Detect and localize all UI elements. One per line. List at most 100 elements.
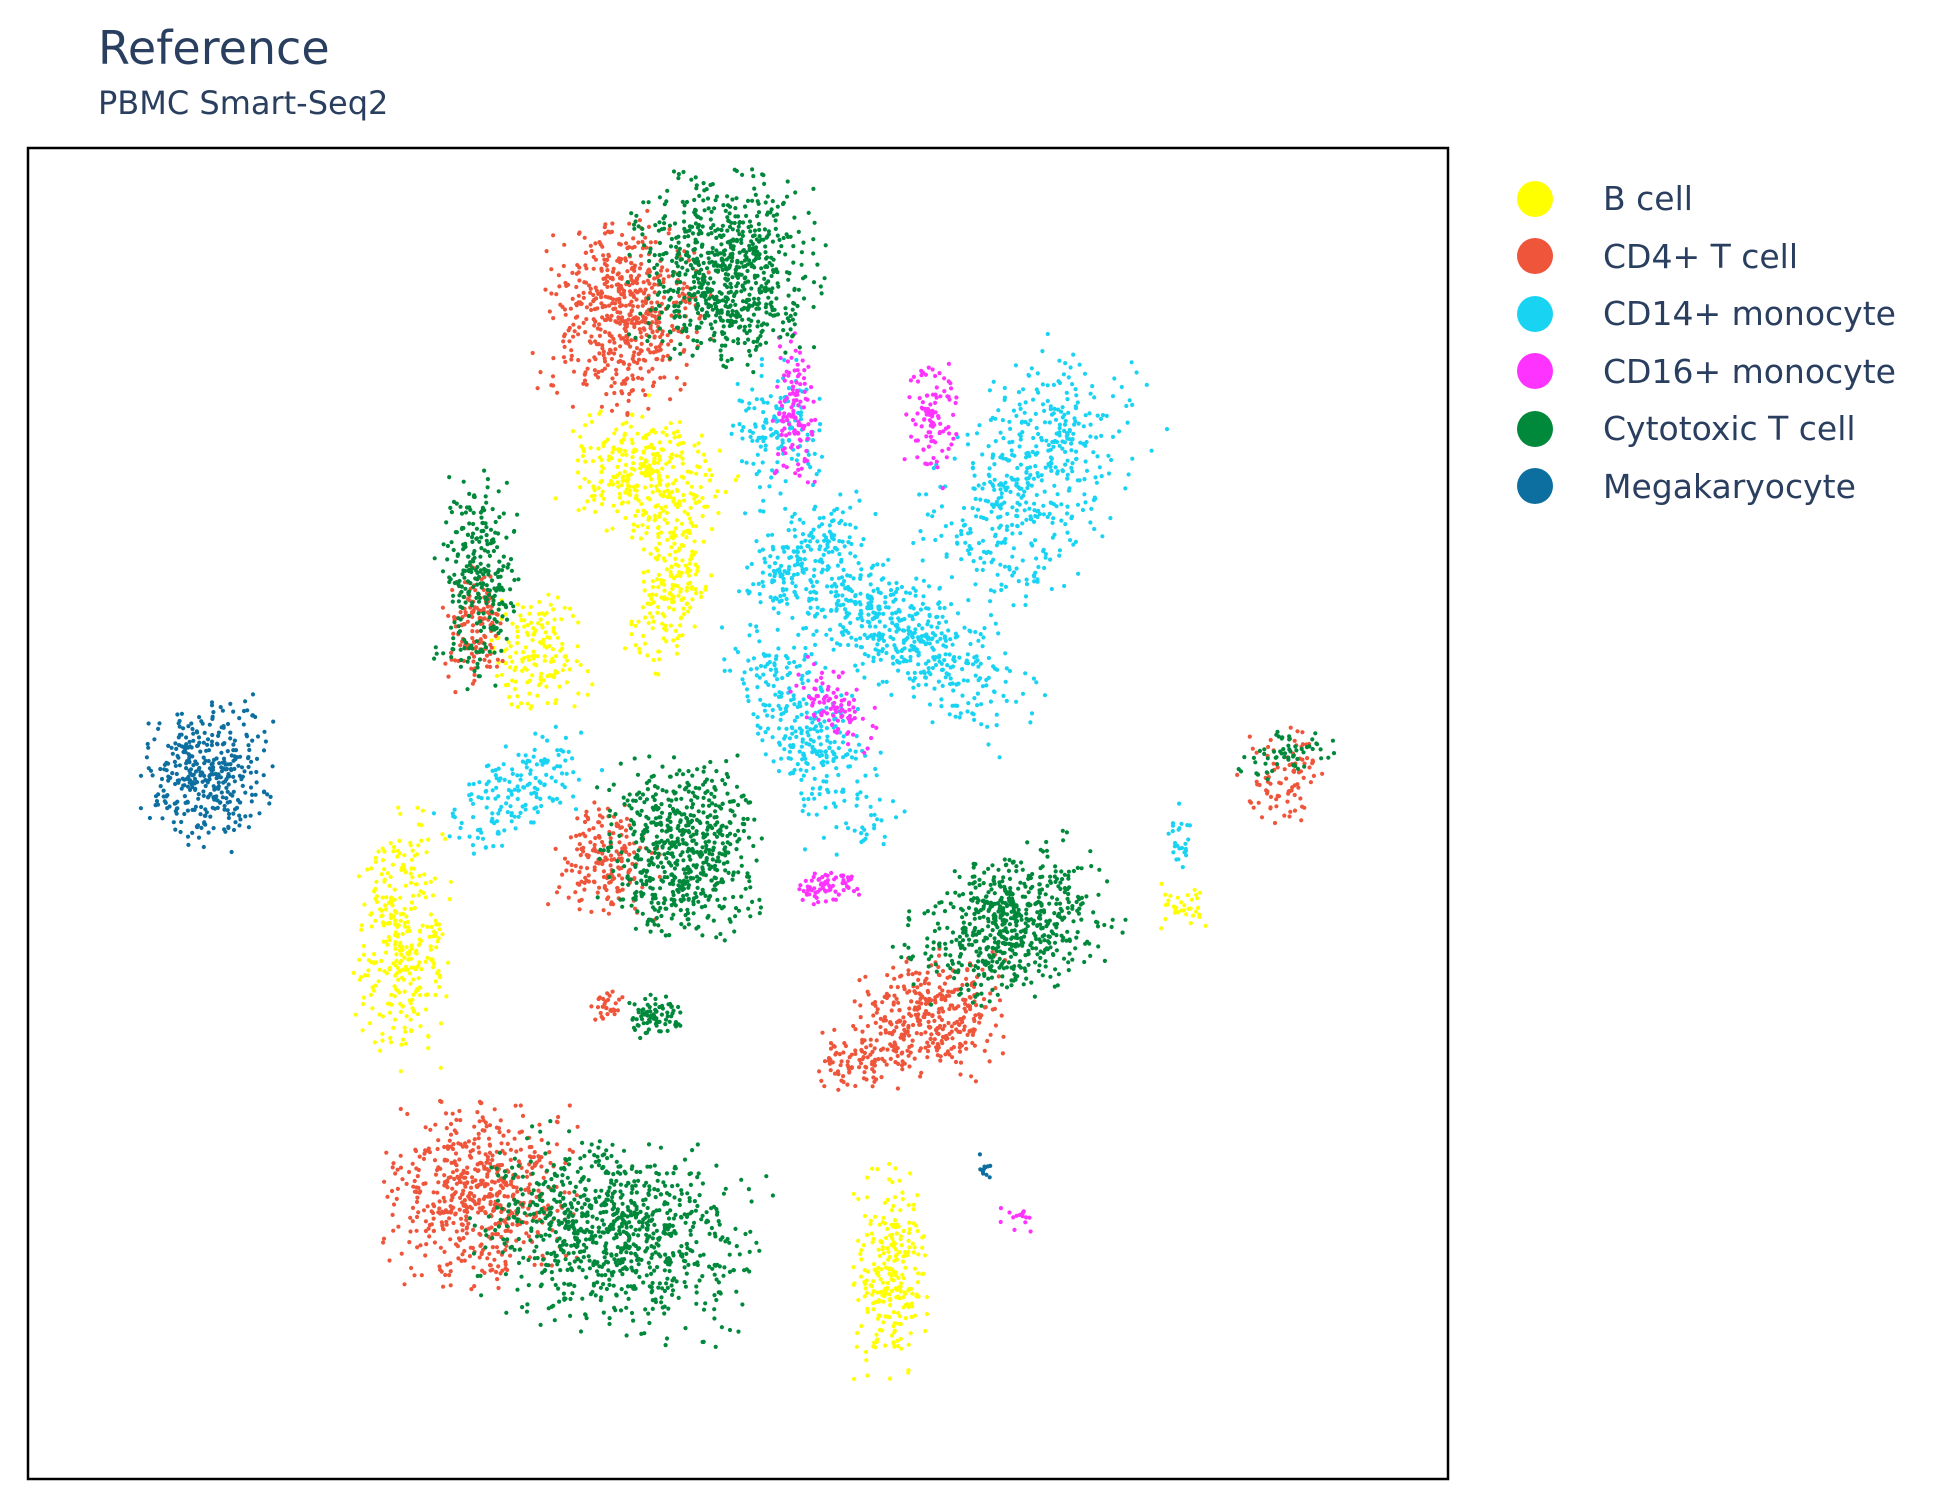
data-point	[609, 284, 614, 289]
data-point	[817, 428, 822, 433]
data-point	[799, 712, 804, 717]
data-point	[620, 315, 625, 320]
data-point	[1184, 912, 1189, 917]
data-point	[1039, 435, 1044, 440]
data-point	[1088, 520, 1093, 525]
data-point	[853, 594, 858, 599]
data-point	[799, 777, 804, 783]
data-point	[864, 832, 869, 837]
data-point	[503, 612, 508, 617]
data-point	[544, 684, 549, 689]
data-point	[874, 773, 879, 778]
data-point	[482, 616, 487, 621]
data-point	[814, 579, 820, 585]
data-point	[481, 1118, 486, 1123]
data-point	[631, 376, 636, 382]
data-point	[500, 1268, 505, 1273]
data-point	[524, 1231, 529, 1236]
data-point	[1123, 486, 1128, 491]
data-point	[837, 552, 842, 557]
data-point	[591, 484, 596, 489]
data-point	[408, 1215, 413, 1220]
data-point	[794, 664, 799, 669]
data-point	[985, 724, 990, 729]
data-point	[437, 1199, 442, 1204]
data-point	[1288, 809, 1293, 814]
data-point	[873, 1214, 878, 1219]
data-point	[864, 1045, 869, 1050]
data-point	[516, 1159, 522, 1164]
data-point	[472, 1137, 477, 1142]
data-point	[929, 624, 934, 629]
data-point	[1008, 426, 1013, 431]
data-point	[913, 627, 918, 632]
data-point	[515, 634, 520, 640]
data-point	[950, 1036, 955, 1041]
data-point	[629, 338, 634, 343]
data-point	[939, 631, 944, 636]
data-point	[933, 1000, 938, 1005]
data-point	[667, 459, 672, 464]
data-point	[1020, 430, 1025, 435]
data-point	[923, 675, 929, 680]
data-point	[757, 469, 762, 474]
data-point	[829, 511, 834, 516]
data-point	[380, 1031, 385, 1036]
data-point	[688, 505, 693, 510]
data-point	[888, 588, 894, 593]
data-point	[1057, 430, 1062, 435]
data-point	[584, 317, 589, 322]
data-point	[854, 1344, 860, 1349]
data-point	[553, 669, 558, 674]
data-point	[992, 1006, 998, 1012]
data-point	[765, 400, 770, 405]
data-point	[612, 351, 617, 356]
data-point	[839, 630, 844, 635]
data-point	[853, 663, 858, 668]
data-point	[618, 819, 623, 824]
data-point	[590, 459, 596, 464]
data-point	[1067, 486, 1072, 491]
data-point	[398, 940, 403, 946]
data-point	[880, 1000, 885, 1005]
data-point	[650, 383, 656, 389]
data-point	[996, 974, 1001, 979]
data-point	[662, 596, 667, 602]
data-point	[587, 827, 592, 832]
data-point	[1065, 530, 1070, 535]
data-point	[765, 661, 770, 667]
data-point	[549, 291, 554, 296]
data-point	[620, 232, 625, 238]
data-point	[906, 972, 911, 977]
data-point	[878, 750, 883, 755]
data-point	[838, 492, 843, 497]
data-point	[796, 410, 801, 415]
data-point	[607, 339, 612, 344]
data-point	[990, 526, 995, 532]
data-point	[768, 667, 773, 672]
data-point	[789, 456, 794, 461]
data-point	[754, 666, 759, 671]
data-point	[876, 1313, 881, 1318]
data-point	[613, 475, 619, 480]
data-point	[448, 1121, 454, 1127]
data-point	[907, 676, 912, 681]
data-point	[1095, 413, 1100, 418]
data-point	[1073, 539, 1078, 545]
data-point	[900, 1059, 905, 1064]
data-point	[973, 629, 978, 635]
data-point	[1047, 420, 1052, 425]
data-point	[836, 746, 841, 751]
data-point	[845, 1059, 850, 1064]
data-point	[859, 1049, 865, 1054]
data-point	[1039, 478, 1044, 483]
data-point	[638, 456, 644, 461]
data-point	[485, 610, 490, 615]
data-point	[476, 1210, 481, 1215]
data-point	[513, 679, 518, 684]
data-point	[637, 218, 643, 223]
data-point	[1046, 448, 1051, 453]
data-point	[451, 1142, 456, 1147]
data-point	[418, 1024, 423, 1029]
data-point	[976, 664, 981, 669]
